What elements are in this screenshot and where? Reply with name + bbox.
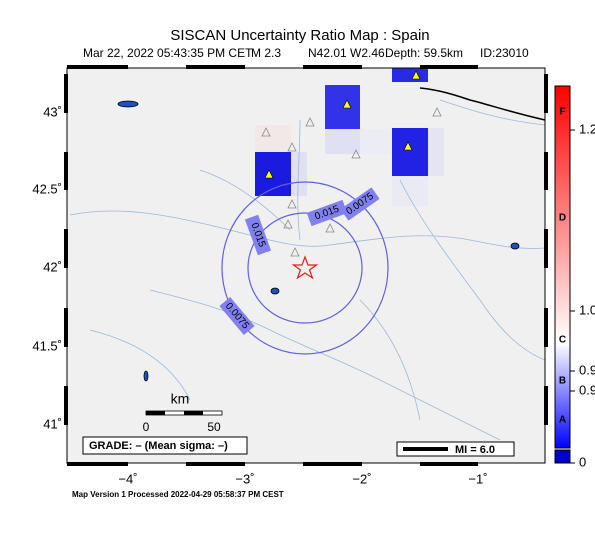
cells <box>255 68 444 206</box>
rivers <box>69 99 545 441</box>
map-area <box>67 68 545 463</box>
frame-bar <box>64 308 68 347</box>
frame-bar <box>186 462 245 466</box>
contour-label-bg <box>244 214 272 256</box>
grade-box <box>82 436 248 455</box>
grade-letter: C <box>559 335 566 346</box>
grade-letter: F <box>559 107 565 118</box>
frame-bar <box>544 152 548 190</box>
legend-label: MI = 6.0 <box>455 444 495 456</box>
frame-bar <box>544 386 548 425</box>
lon-label: −3˚ <box>235 471 254 486</box>
grade-letter: A <box>559 415 566 426</box>
grade-letter: D <box>559 213 566 224</box>
frame-bar <box>544 308 548 347</box>
colorbar-label: 1.2 <box>579 121 595 136</box>
colorbar <box>554 85 571 449</box>
frame-bar <box>67 65 128 69</box>
contour-label-group: 0.015 <box>244 214 272 256</box>
lat-label: 41.5˚ <box>32 338 62 353</box>
contour-label-bg <box>340 187 380 221</box>
colorbar-label: 1.0 <box>579 302 595 317</box>
lon-label: −2˚ <box>352 471 371 486</box>
border <box>419 87 545 121</box>
contour-label-group: 0.015 <box>306 199 348 227</box>
lon-label: −1˚ <box>468 471 487 486</box>
scale-bar-segment <box>184 411 203 415</box>
frame-bar <box>64 229 68 268</box>
frame-bar <box>544 74 548 113</box>
frame-bar <box>420 462 478 466</box>
lakes <box>117 100 520 382</box>
stations-used <box>264 70 421 179</box>
lat-label: 42.5˚ <box>32 181 62 196</box>
info: N42.01 W2.46 <box>308 46 385 60</box>
frame-bar <box>64 74 68 113</box>
scale-tick: 50 <box>207 420 221 434</box>
info: ID:23010 <box>480 46 529 60</box>
lat-label: 43˚ <box>43 104 62 119</box>
frame-bar <box>64 152 68 190</box>
lon-label: −4˚ <box>118 471 137 486</box>
epicenter <box>291 255 319 280</box>
contour-label-bg <box>219 296 255 336</box>
frame-bar <box>303 462 362 466</box>
grade: GRADE: – (Mean sigma: –) <box>89 440 228 452</box>
grade-letter: B <box>559 376 566 387</box>
frame-bar <box>64 386 68 425</box>
frame-bar <box>186 65 245 69</box>
title: SISCAN Uncertainty Ratio Map : Spain <box>170 27 429 44</box>
colorbar-label: 0.9 <box>579 362 595 377</box>
scale-tick: 0 <box>143 420 150 434</box>
frame-bar <box>67 462 128 466</box>
info: M 2.3 <box>251 46 281 60</box>
scale-unit: km <box>171 391 190 407</box>
scale-bar-segment <box>146 411 165 415</box>
colorbar-label: 0.9 <box>579 382 595 397</box>
frame-bar <box>303 65 362 69</box>
legend-box <box>396 441 515 457</box>
colorbar-label: 0 <box>579 454 586 469</box>
contours <box>221 181 389 355</box>
info: Depth: 59.5km <box>385 46 463 60</box>
stations <box>261 107 442 257</box>
frame-bar <box>420 65 478 69</box>
footer: Map Version 1 Processed 2022-04-29 05:58… <box>72 490 284 499</box>
info: Mar 22, 2022 05:43:35 PM CET <box>83 46 253 60</box>
colorbar-zero <box>554 449 571 464</box>
lat-label: 41˚ <box>43 416 62 431</box>
frame-bar <box>544 229 548 268</box>
contour-label-bg <box>306 199 348 227</box>
lat-label: 42˚ <box>43 259 62 274</box>
